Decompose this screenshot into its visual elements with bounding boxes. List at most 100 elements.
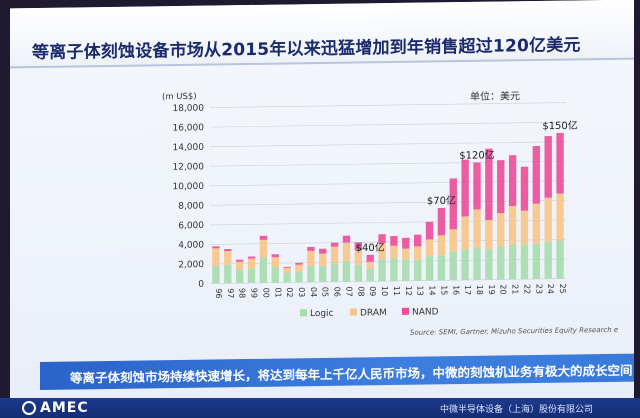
- gridline: [210, 102, 566, 108]
- bar-logic-02: [283, 272, 291, 283]
- bar-nand-96: [212, 246, 220, 249]
- bar-logic-15: [437, 254, 446, 281]
- gridline: [210, 258, 566, 265]
- company-logo-text: AMEC: [40, 400, 89, 416]
- legend-label-nand: NAND: [412, 307, 439, 317]
- bar-nand-97: [224, 249, 232, 252]
- x-tick-label: 11: [392, 286, 401, 296]
- x-tick-label: 21: [511, 284, 520, 294]
- footer-bar: AMEC 中微半导体设备（上海）股份有限公司: [0, 398, 640, 418]
- bar-dram-03: [295, 264, 303, 272]
- bar-dram-24: [544, 197, 552, 242]
- gridlines: [210, 102, 566, 284]
- bar-dram-21: [508, 205, 517, 245]
- bar-nand-98: [235, 259, 244, 262]
- bar-dram-00: [259, 239, 268, 258]
- bar-logic-06: [330, 263, 339, 282]
- bar-nand-19: [485, 148, 493, 221]
- bar-dram-18: [473, 209, 481, 248]
- bar-nand-20: [497, 160, 505, 214]
- bar-logic-04: [307, 265, 315, 283]
- x-tick-label: 96: [214, 288, 223, 298]
- bar-logic-24: [544, 241, 552, 279]
- bar-logic-96: [212, 265, 220, 284]
- y-tick-label: 2,000: [178, 260, 204, 270]
- bar-dram-19: [485, 219, 493, 250]
- legend-swatch-logic: [300, 309, 307, 317]
- bar-logic-07: [342, 261, 351, 282]
- banner-text: 等离子体刻蚀市场持续快速增长，将达到每年上千亿人民币市场，中微的刻蚀机业务有极大…: [70, 362, 633, 386]
- annotation-label: $150亿: [542, 119, 577, 132]
- y-tick-label: 18,000: [173, 104, 205, 114]
- bar-logic-03: [295, 271, 303, 283]
- legend-label-dram: DRAM: [360, 308, 387, 318]
- y-tick-label: 16,000: [173, 123, 205, 133]
- y-tick-label: 6,000: [178, 221, 204, 231]
- x-tick-label: 16: [451, 285, 460, 295]
- bar-dram-22: [520, 210, 529, 246]
- bar-dram-05: [319, 253, 327, 267]
- bar-nand-21: [508, 155, 517, 207]
- y-tick-label: 4,000: [178, 241, 204, 251]
- bar-dram-97: [224, 250, 232, 265]
- x-tick-label: 19: [487, 284, 496, 294]
- stacked-bar-chart: 0 2,000 4,000 6,000 8,000 10,000 12,000 14,000 1…: [173, 102, 578, 319]
- bar-nand-99: [247, 256, 256, 259]
- legend-swatch-nand: [402, 307, 409, 315]
- bar-logic-00: [259, 257, 268, 283]
- bar-nand-18: [473, 162, 481, 210]
- bar-nand-00: [259, 235, 268, 240]
- bar-logic-05: [319, 266, 327, 283]
- bar-dram-01: [271, 257, 279, 268]
- bar-nand-24: [544, 136, 552, 198]
- bar-dram-15: [437, 235, 446, 255]
- x-tick-label: 00: [261, 288, 270, 298]
- bar-nand-08: [354, 242, 363, 251]
- x-tick-labels: 96 97 98 99 00 01 02 03 04 05 06 07 08 09 10 11 12 13 14 15…: [214, 283, 567, 298]
- bar-nand-03: [295, 262, 303, 265]
- x-tick-label: 05: [321, 287, 330, 297]
- bar-nand-17: [461, 159, 469, 217]
- bar-logic-08: [354, 264, 363, 282]
- bar-logic-09: [366, 268, 374, 282]
- x-tick-label: 14: [428, 285, 437, 295]
- x-tick-label: 15: [439, 285, 448, 295]
- bar-logic-10: [378, 259, 386, 282]
- x-tick-label: 13: [416, 285, 425, 295]
- bar-logic-97: [224, 264, 232, 284]
- bars: [212, 132, 564, 284]
- bar-logic-23: [532, 243, 541, 280]
- bar-nand-07: [342, 235, 351, 243]
- gridline: [210, 141, 566, 147]
- bar-nand-01: [271, 254, 279, 258]
- bar-dram-98: [235, 261, 244, 270]
- bar-logic-25: [556, 240, 564, 279]
- bar-nand-10: [378, 234, 386, 244]
- company-logo-icon: [22, 401, 36, 415]
- bar-dram-09: [366, 261, 374, 269]
- bar-dram-96: [212, 248, 220, 266]
- annotation-label: $120亿: [459, 148, 494, 161]
- bar-dram-99: [247, 258, 256, 269]
- x-tick-label: 22: [522, 284, 531, 294]
- x-tick-label: 01: [273, 287, 282, 297]
- legend: Logic DRAM NAND: [300, 307, 439, 319]
- y-tick-label: 10,000: [173, 182, 205, 192]
- bar-nand-06: [330, 242, 339, 247]
- gridline: [210, 121, 566, 128]
- x-tick-label: 07: [344, 286, 353, 296]
- bar-dram-20: [497, 212, 505, 247]
- bar-nand-05: [319, 248, 327, 254]
- x-tick-label: 98: [238, 288, 247, 298]
- gridline: [210, 200, 566, 206]
- bar-dram-12: [402, 248, 410, 260]
- bar-logic-19: [485, 249, 493, 280]
- y-tick-label: 12,000: [173, 162, 205, 172]
- y-tick-label: 0: [198, 280, 204, 290]
- gridline: [210, 239, 566, 245]
- x-tick-label: 08: [356, 286, 365, 296]
- bar-nand-11: [390, 235, 398, 246]
- bar-logic-18: [473, 247, 481, 280]
- bar-logic-12: [402, 259, 410, 281]
- bar-nand-12: [402, 237, 410, 249]
